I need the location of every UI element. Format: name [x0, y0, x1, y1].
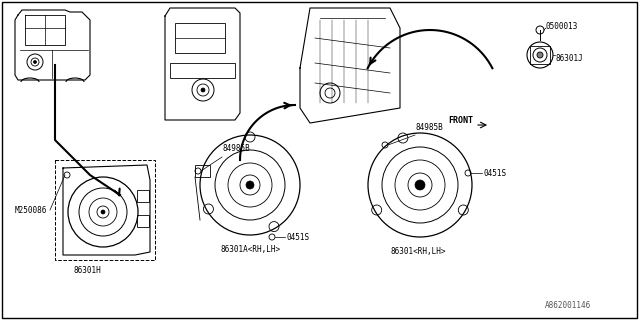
Bar: [137, 215, 149, 227]
Text: A862001146: A862001146: [545, 301, 591, 310]
Bar: [530, 46, 550, 64]
Bar: [175, 23, 225, 53]
Bar: [55, 160, 155, 260]
Circle shape: [101, 210, 105, 214]
Text: 86301J: 86301J: [555, 53, 583, 62]
Circle shape: [33, 60, 36, 63]
Text: FRONT: FRONT: [448, 116, 473, 124]
Circle shape: [246, 181, 254, 189]
Text: 0500013: 0500013: [546, 21, 579, 30]
Text: 84985B: 84985B: [222, 144, 250, 153]
Circle shape: [201, 88, 205, 92]
Bar: [137, 190, 149, 202]
Text: 0451S: 0451S: [483, 169, 506, 178]
Circle shape: [537, 52, 543, 58]
Text: 86301A<RH,LH>: 86301A<RH,LH>: [220, 245, 280, 254]
Circle shape: [415, 180, 425, 190]
Bar: [195, 165, 210, 177]
Text: 84985B: 84985B: [415, 123, 443, 132]
Text: 86301H: 86301H: [73, 266, 100, 275]
Text: M250086: M250086: [15, 205, 47, 214]
Bar: [170, 63, 235, 78]
Text: 86301<RH,LH>: 86301<RH,LH>: [390, 247, 445, 256]
Text: 0451S: 0451S: [286, 233, 309, 242]
